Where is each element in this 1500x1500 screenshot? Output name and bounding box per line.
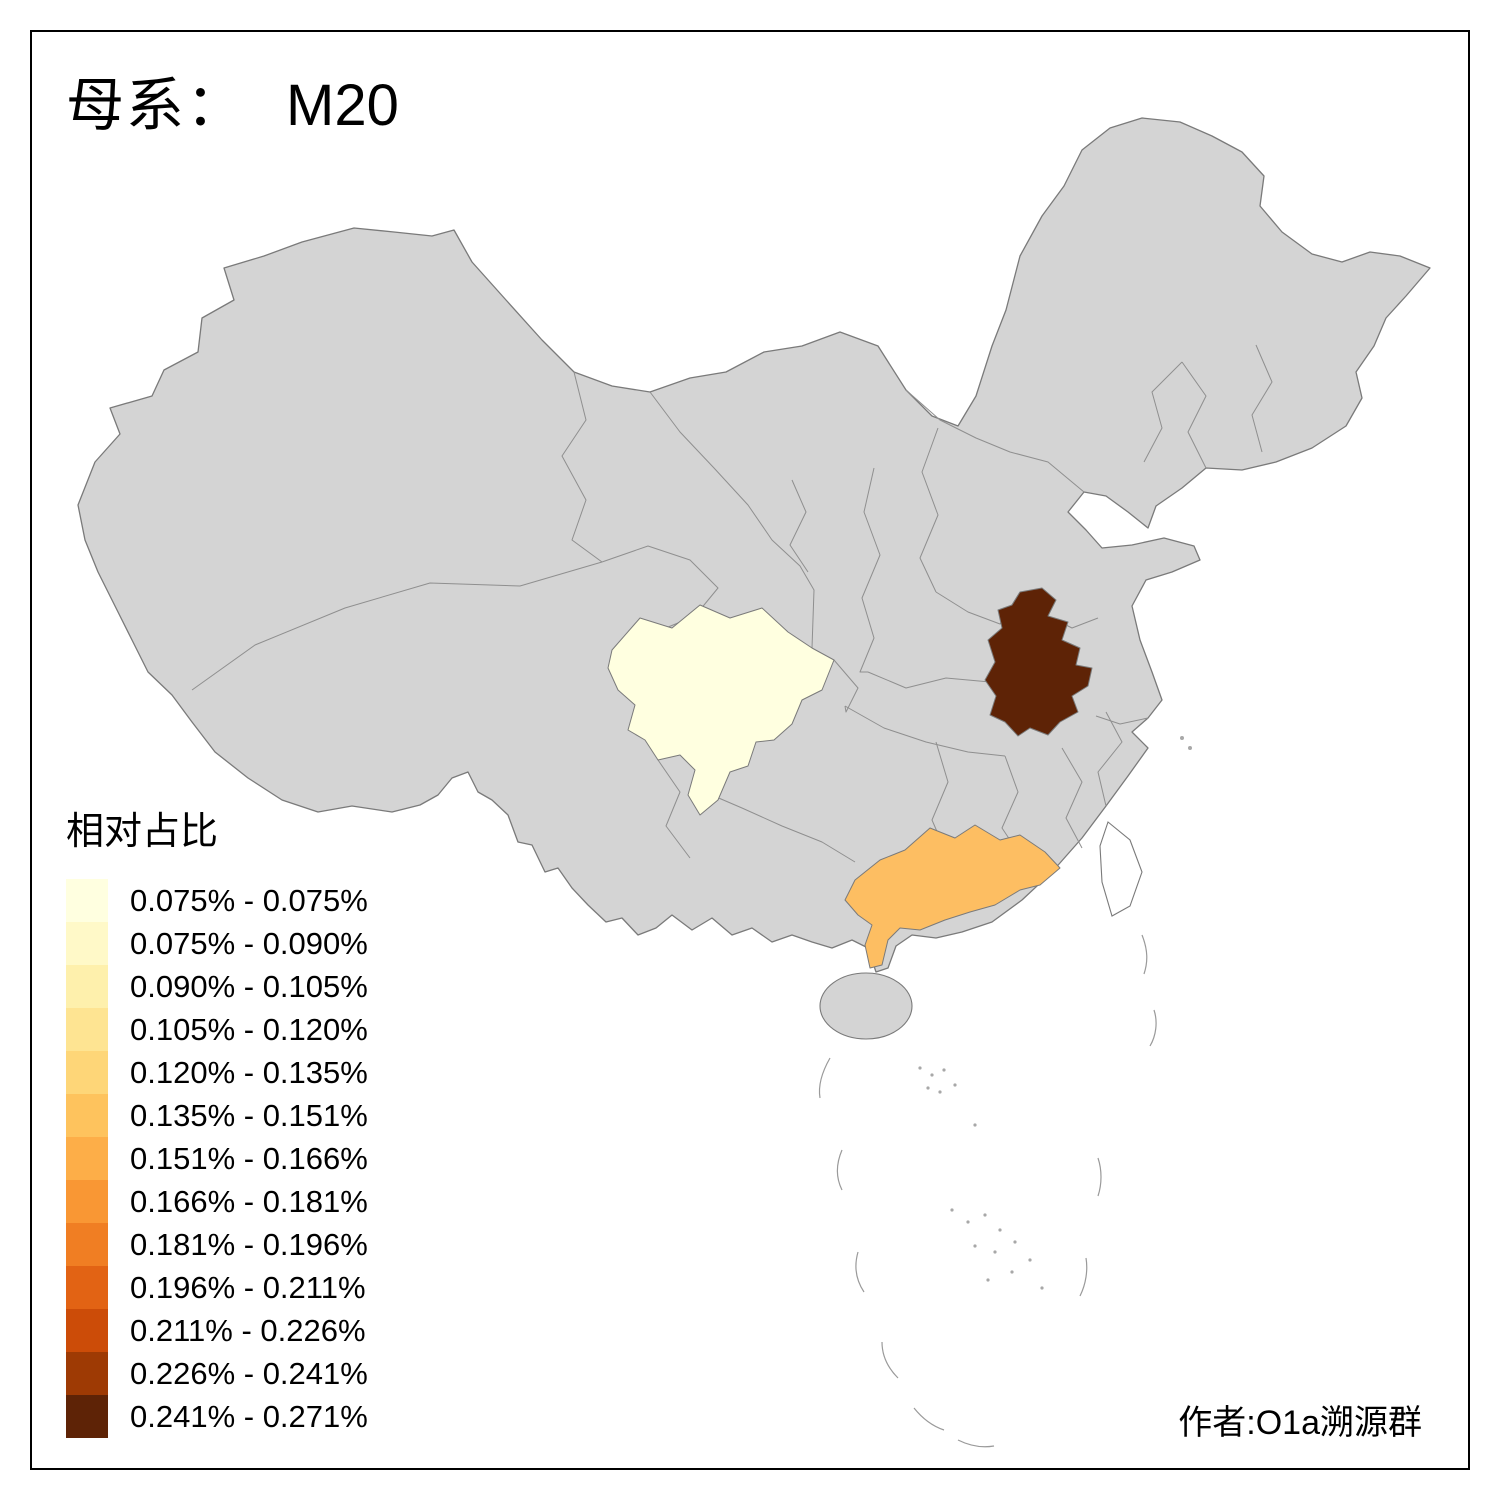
legend-label: 0.075% - 0.075% (130, 882, 368, 918)
legend-item: 0.075% - 0.075% (66, 879, 368, 922)
legend-item: 0.075% - 0.090% (66, 922, 368, 965)
author-credit: 作者:O1a溯源群 (1178, 1404, 1422, 1442)
coastal-islets (1180, 736, 1192, 750)
legend-label: 0.090% - 0.105% (130, 968, 368, 1004)
legend-item: 0.241% - 0.271% (66, 1395, 368, 1438)
title-haplogroup: M20 (286, 73, 399, 138)
legend-item: 0.135% - 0.151% (66, 1094, 368, 1137)
legend-label: 0.151% - 0.166% (130, 1140, 368, 1176)
legend-swatch (66, 1008, 108, 1051)
legend-item: 0.151% - 0.166% (66, 1137, 368, 1180)
legend-label: 0.075% - 0.090% (130, 925, 368, 961)
legend-title: 相对占比 (66, 811, 219, 853)
legend-swatch (66, 1137, 108, 1180)
taiwan-island (1099, 821, 1143, 917)
legend-swatch (66, 1094, 108, 1137)
legend-item: 0.211% - 0.226% (66, 1309, 368, 1352)
legend-label: 0.181% - 0.196% (130, 1226, 368, 1262)
legend-swatch (66, 965, 108, 1008)
legend-item: 0.120% - 0.135% (66, 1051, 368, 1094)
province-sichuan (607, 604, 835, 816)
legend-swatch (66, 922, 108, 965)
legend-item: 0.181% - 0.196% (66, 1223, 368, 1266)
legend-swatch (66, 1395, 108, 1438)
china-outline (77, 117, 1431, 973)
legend-swatch (66, 1223, 108, 1266)
legend-swatch (66, 1051, 108, 1094)
south-china-sea-dashes (818, 934, 1157, 1448)
legend-swatch (66, 1180, 108, 1223)
legend-swatch (66, 1352, 108, 1395)
legend-item: 0.196% - 0.211% (66, 1266, 368, 1309)
title-prefix: 母系： (66, 73, 247, 138)
legend-swatch (66, 1309, 108, 1352)
page-title: 母系： M20 (66, 58, 399, 142)
legend-item: 0.105% - 0.120% (66, 1008, 368, 1051)
legend-label: 0.196% - 0.211% (130, 1269, 366, 1305)
legend: 相对占比 0.075% - 0.075% 0.075% - 0.090% 0.0… (66, 800, 368, 1438)
legend-swatch (66, 879, 108, 922)
hainan-island (819, 972, 913, 1040)
legend-label: 0.226% - 0.241% (130, 1355, 368, 1391)
legend-label: 0.211% - 0.226% (130, 1312, 366, 1348)
legend-label: 0.105% - 0.120% (130, 1011, 368, 1047)
legend-item: 0.226% - 0.241% (66, 1352, 368, 1395)
legend-label: 0.166% - 0.181% (130, 1183, 368, 1219)
legend-label: 0.120% - 0.135% (130, 1054, 368, 1090)
legend-swatch (66, 1266, 108, 1309)
legend-label: 0.241% - 0.271% (130, 1398, 368, 1434)
legend-item: 0.090% - 0.105% (66, 965, 368, 1008)
sea-islets (918, 1066, 1044, 1290)
legend-label: 0.135% - 0.151% (130, 1097, 368, 1133)
province-guangdong (844, 824, 1061, 969)
legend-item: 0.166% - 0.181% (66, 1180, 368, 1223)
province-anhui (984, 587, 1093, 737)
